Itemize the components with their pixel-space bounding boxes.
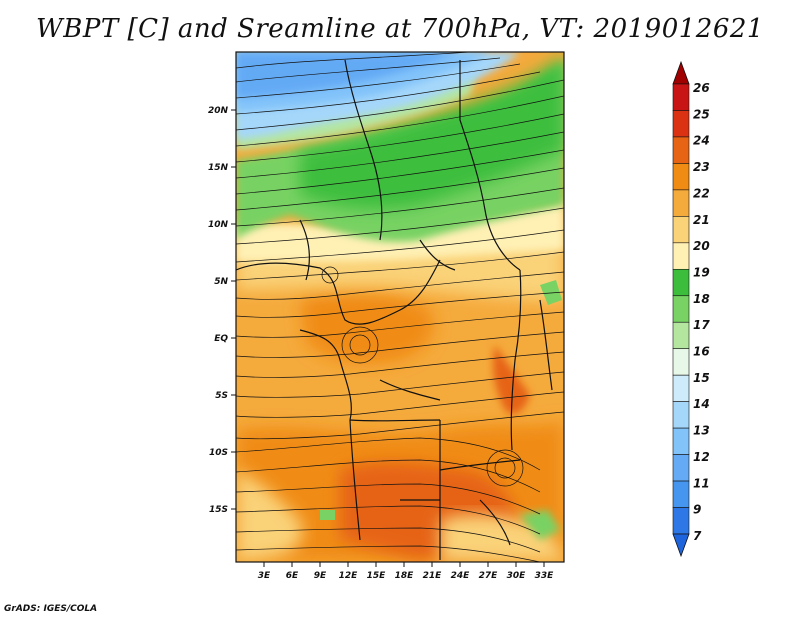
colorbar-label: 12 xyxy=(693,450,710,464)
colorbar-swatch xyxy=(672,295,690,323)
x-tick-label: 21E xyxy=(423,571,443,581)
x-tick-label: 30E xyxy=(507,571,527,581)
wbpt-shaded-field xyxy=(236,52,564,562)
colorbar-label: 20 xyxy=(693,239,710,253)
colorbar-label: 15 xyxy=(693,371,710,385)
y-tick-label: EQ xyxy=(214,334,228,344)
x-tick-label: 15E xyxy=(367,571,387,581)
colorbar-label: 26 xyxy=(693,81,710,95)
y-tick-label: 15S xyxy=(209,505,228,515)
colorbar-label: 22 xyxy=(693,186,710,200)
colorbar-label: 21 xyxy=(693,213,710,227)
y-tick-label: 10S xyxy=(209,448,228,458)
colorbar-swatch xyxy=(672,454,690,482)
colorbar-swatch xyxy=(672,268,690,297)
colorbar-label: 24 xyxy=(693,134,710,148)
colorbar-label: 13 xyxy=(693,424,710,438)
colorbar-label: 14 xyxy=(693,397,710,411)
y-tick-label: 15N xyxy=(208,163,229,173)
x-tick-label: 12E xyxy=(339,571,359,581)
y-tick-label: 20N xyxy=(208,106,229,116)
x-tick-label: 18E xyxy=(395,571,415,581)
x-tick-label: 6E xyxy=(286,571,299,581)
axis-ticks xyxy=(231,109,545,567)
x-tick-label: 9E xyxy=(314,571,327,581)
country-borders xyxy=(236,59,553,560)
colorbar-label: 19 xyxy=(693,265,710,279)
colorbar-swatch xyxy=(672,110,690,138)
colorbar-min-arrow xyxy=(672,533,690,558)
colorbar-swatch xyxy=(672,374,690,402)
grads-credit: GrADS: IGES/COLA xyxy=(4,604,98,614)
x-tick-label: 27E xyxy=(479,571,499,581)
colorbar-label: 17 xyxy=(693,318,710,332)
colorbar-label: 9 xyxy=(693,503,701,517)
colorbar-swatch xyxy=(672,507,690,535)
colorbar-label: 18 xyxy=(693,292,710,306)
y-tick-label: 5S xyxy=(215,391,228,401)
colorbar-swatch xyxy=(672,163,690,191)
streamlines xyxy=(236,52,564,562)
colorbar-label: 11 xyxy=(693,476,710,490)
colorbar-label: 25 xyxy=(693,107,710,121)
colorbar-swatch xyxy=(672,348,690,376)
colorbar-swatch xyxy=(672,321,690,350)
colorbar-swatch xyxy=(672,242,690,270)
map-title: WBPT [C] and Sreamline at 700hPa, VT: 20… xyxy=(36,14,764,44)
y-axis-labels: 20N 15N 10N 5N EQ 5S 10S 15S xyxy=(208,106,229,515)
colorbar-swatch xyxy=(672,401,690,429)
colorbar: 7 9 11 12 13 14 15 16 17 18 19 20 21 22 23 24 25 26 xyxy=(672,60,710,558)
y-tick-label: 5N xyxy=(214,277,228,287)
colorbar-swatch xyxy=(672,136,690,164)
colorbar-swatch xyxy=(672,427,690,455)
colorbar-swatch xyxy=(672,216,690,244)
x-axis-labels: 3E 6E 9E 12E 15E 18E 21E 24E 27E 30E 33E xyxy=(258,571,554,581)
x-tick-label: 33E xyxy=(535,571,555,581)
x-tick-label: 24E xyxy=(451,571,471,581)
colorbar-label: 23 xyxy=(693,160,710,174)
colorbar-max-arrow xyxy=(672,60,690,85)
colorbar-label: 7 xyxy=(693,529,702,543)
map-frame xyxy=(235,51,565,563)
x-tick-label: 3E xyxy=(258,571,271,581)
colorbar-swatch xyxy=(672,480,690,508)
colorbar-swatch xyxy=(672,83,690,111)
colorbar-label: 16 xyxy=(693,345,710,359)
y-tick-label: 10N xyxy=(208,220,229,230)
colorbar-swatch xyxy=(672,189,690,217)
